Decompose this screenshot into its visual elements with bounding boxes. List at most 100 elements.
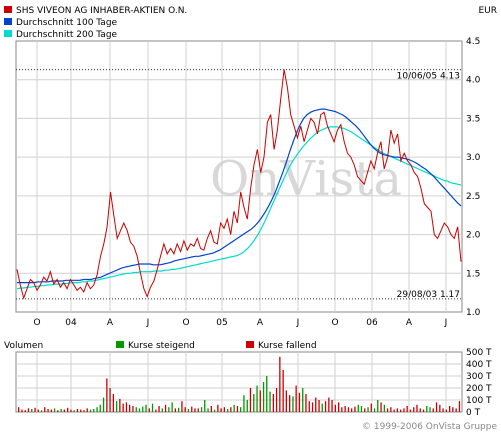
volume-bar — [178, 407, 180, 412]
price-legend: SHS VIVEON AG INHABER-AKTIEN O.N. Durchs… — [4, 6, 187, 40]
volume-bar — [298, 392, 301, 412]
volume-bar — [351, 408, 353, 412]
volume-bar — [295, 385, 297, 412]
volume-bar — [360, 406, 363, 412]
volume-bar — [47, 409, 49, 412]
volume-bar — [246, 400, 248, 412]
volume-bar — [109, 388, 111, 412]
legend-label-ma100: Durchschnitt 100 Tage — [16, 18, 118, 28]
price-ytick-label: 3.5 — [466, 114, 480, 124]
volume-bar — [272, 394, 274, 412]
volume-bar — [86, 408, 88, 412]
volume-bar — [106, 378, 108, 412]
volume-bar — [63, 409, 65, 412]
volume-bar — [269, 391, 271, 412]
volume-bar — [370, 403, 372, 412]
volume-bar — [220, 408, 222, 412]
volume-bar — [249, 388, 252, 412]
volume-bar — [148, 408, 150, 412]
volume-bar — [31, 409, 33, 412]
volume-bar — [413, 407, 415, 412]
volume-bar — [125, 402, 128, 412]
volume-ytick-label: 300 T — [466, 372, 492, 382]
volume-bar — [422, 409, 425, 412]
volume-bar — [138, 408, 141, 412]
watermark-logo: OnVista — [210, 151, 402, 207]
price-ytick-label: 3.0 — [466, 153, 481, 163]
legend-label-ma200: Durchschnitt 200 Tage — [16, 30, 118, 40]
volume-bar — [445, 409, 447, 412]
volume-bar — [406, 406, 408, 412]
volume-bar — [308, 401, 310, 412]
volume-bar — [455, 408, 457, 412]
volume-bar — [227, 409, 229, 412]
legend-swatch-ma100 — [4, 18, 12, 25]
volume-bar — [344, 406, 346, 412]
volume-bar — [53, 408, 56, 412]
volume-bar — [73, 410, 75, 412]
legend-swatch-falling — [246, 341, 254, 348]
volume-bar — [197, 408, 199, 412]
price-xtick-label: J — [444, 318, 448, 328]
volume-bar — [194, 408, 196, 412]
volume-ytick-label: 0 T — [466, 408, 481, 418]
legend-swatch-price — [4, 6, 12, 13]
volume-bar — [318, 400, 320, 412]
volume-bar — [50, 409, 52, 412]
volume-bar — [27, 408, 30, 412]
volume-bar — [439, 404, 441, 412]
volume-bar — [347, 407, 350, 412]
volume-bar — [236, 406, 239, 412]
volume-bar — [341, 407, 343, 412]
volume-bar — [416, 404, 418, 412]
volume-bar — [275, 388, 278, 412]
volume-bar — [155, 409, 157, 412]
volume-bar — [256, 385, 258, 412]
volume-bar — [57, 410, 59, 412]
volume-bar — [302, 388, 304, 412]
volume-bar — [132, 406, 134, 412]
volume-bar — [373, 408, 376, 412]
volume-bar — [266, 376, 268, 412]
volume-bar — [321, 403, 323, 412]
volume-bar — [40, 410, 43, 412]
price-ytick-label: 1.0 — [466, 308, 481, 318]
volume-bar — [328, 397, 330, 412]
volume-bar — [24, 410, 26, 412]
legend-label-falling: Kurse fallend — [258, 341, 317, 351]
volume-bar — [426, 406, 428, 412]
volume-bar — [262, 382, 265, 412]
volume-bar — [243, 395, 245, 412]
volume-bar — [223, 407, 225, 412]
price-ytick-label: 1.5 — [466, 269, 480, 279]
volume-bar — [334, 404, 336, 412]
volume-bar — [449, 406, 451, 412]
volume-bar — [452, 407, 454, 412]
volume-bar — [383, 404, 385, 412]
ma100-line — [17, 108, 462, 284]
volume-bar — [37, 409, 39, 412]
volume-bar — [168, 407, 170, 412]
volume-bar — [67, 407, 69, 412]
volume-bar — [18, 407, 20, 412]
price-xtick-label: A — [107, 318, 114, 328]
volume-bar — [119, 398, 121, 412]
volume-bar — [377, 400, 379, 412]
volume-bar — [400, 409, 402, 412]
volume-bar — [158, 406, 160, 412]
price-line — [16, 69, 462, 300]
price-xtick-label: O — [33, 318, 40, 328]
volume-bar — [204, 400, 206, 412]
price-xtick-label: 04 — [65, 318, 77, 328]
price-xtick-label: A — [406, 318, 413, 328]
price-xtick-label: O — [331, 318, 338, 328]
volume-bar — [89, 409, 92, 412]
volume-ytick-label: 200 T — [466, 384, 492, 394]
volume-bar — [230, 407, 232, 412]
volume-bar — [380, 402, 382, 412]
copyright-text: © 1999-2006 OnVista Gruppe — [362, 422, 497, 432]
volume-bar — [253, 394, 255, 412]
volume-bar — [96, 407, 98, 412]
volume-panel: Volumen Kurse steigend Kurse fallend 500… — [4, 341, 492, 418]
price-ytick-label: 2.0 — [466, 231, 481, 241]
